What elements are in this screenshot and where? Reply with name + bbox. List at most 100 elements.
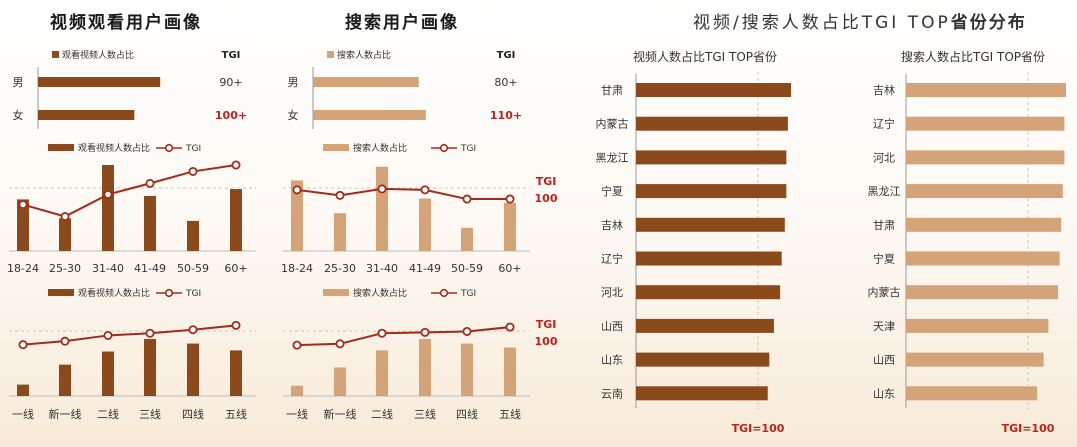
legend-label: 搜索人数占比 (337, 49, 391, 61)
category-label: 新一线 (49, 407, 82, 421)
bar (906, 83, 1066, 97)
column-bar (102, 351, 114, 396)
bar (313, 110, 426, 120)
search-portrait-title: 搜索用户画像 (345, 13, 459, 33)
category-label: 吉林 (873, 83, 895, 97)
bar (38, 110, 135, 120)
reference-label-value: 100 (535, 335, 558, 348)
category-label: 二线 (371, 407, 393, 421)
bar (636, 352, 770, 367)
bar (636, 251, 782, 266)
bar (636, 285, 781, 300)
legend-swatch (323, 289, 349, 296)
tgi-value: 110+ (490, 109, 522, 122)
legend-marker (164, 143, 174, 153)
category-label: 辽宁 (873, 117, 895, 131)
tgi-marker (292, 340, 302, 350)
column-bar (419, 198, 431, 251)
category-label: 天津 (873, 320, 895, 333)
tgi-value: 90+ (219, 76, 242, 89)
bar (636, 83, 791, 97)
video-portrait-title: 视频观看用户画像 (50, 13, 202, 33)
bar (636, 386, 768, 401)
tgi-marker (231, 160, 241, 170)
tgi-marker (462, 326, 472, 336)
province-chart-title: 搜索人数占比TGI TOP省份 (901, 49, 1045, 64)
bar (636, 217, 785, 232)
column-bar (461, 343, 473, 396)
legend-label: 观看视频人数占比 (78, 287, 150, 299)
category-label: 41-49 (134, 262, 166, 275)
legend-label: TGI (185, 144, 201, 154)
legend-label: TGI (460, 144, 476, 154)
legend-swatch (323, 144, 349, 151)
column-bar (461, 227, 473, 251)
category-label: 山东 (601, 354, 623, 367)
tgi-marker (145, 178, 155, 188)
category-label: 内蒙古 (868, 285, 901, 299)
province-title-main: 视频/搜索人数占比TGI TOP (693, 13, 951, 33)
column-bar (187, 220, 199, 251)
bar (636, 116, 788, 131)
bar (906, 386, 1038, 401)
column-bar (291, 385, 303, 396)
tgi-marker (462, 194, 472, 204)
reference-label: TGI=100 (1002, 422, 1055, 435)
column-bar (59, 218, 71, 251)
legend-marker (439, 143, 449, 153)
tgi-marker (103, 330, 113, 340)
category-label: 31-40 (366, 262, 398, 275)
category-label: 一线 (12, 407, 34, 421)
reference-label-value: 100 (535, 192, 558, 205)
column-bar (144, 339, 156, 396)
category-label: 18-24 (281, 262, 313, 275)
tgi-marker (60, 336, 70, 346)
column-bar (17, 384, 29, 396)
tgi-header: TGI (497, 50, 516, 61)
column-bar (59, 364, 71, 396)
reference-label-tgi: TGI (536, 318, 557, 331)
category-label: 三线 (139, 407, 161, 421)
bar (906, 150, 1065, 165)
category-label: 五线 (225, 407, 247, 421)
category-label: 云南 (601, 387, 623, 400)
category-label: 60+ (498, 262, 521, 275)
reference-label: TGI=100 (732, 422, 785, 435)
category-label: 31-40 (92, 262, 124, 275)
legend-label: TGI (460, 289, 476, 299)
tgi-header: TGI (222, 50, 241, 61)
category-label: 18-24 (7, 262, 39, 275)
column-bar (376, 350, 388, 396)
category-label: 女 (13, 108, 24, 122)
legend-marker (439, 288, 449, 298)
category-label: 25-30 (49, 262, 81, 275)
category-label: 60+ (224, 262, 247, 275)
province-title-bold: 省份分布 (950, 13, 1027, 33)
category-label: 50-59 (177, 262, 209, 275)
category-label: 山东 (873, 387, 895, 400)
column-bar (187, 343, 199, 396)
legend-swatch (327, 51, 334, 58)
category-label: 吉林 (601, 218, 623, 232)
tgi-marker (420, 327, 430, 337)
column-bar (334, 213, 346, 251)
tgi-marker (188, 166, 198, 176)
tgi-marker (505, 322, 515, 332)
bar (906, 318, 1049, 333)
tgi-marker (292, 185, 302, 195)
category-label: 四线 (182, 407, 204, 421)
legend-label: TGI (185, 289, 201, 299)
legend-label: 搜索人数占比 (353, 287, 407, 299)
legend-label: 观看视频人数占比 (62, 49, 134, 61)
bar (636, 318, 774, 333)
column-bar (504, 202, 516, 251)
bar (38, 77, 161, 87)
category-label: 黑龙江 (596, 151, 629, 164)
column-bar (230, 189, 242, 251)
category-label: 二线 (97, 407, 119, 421)
tgi-value: 80+ (494, 76, 517, 89)
category-label: 甘肃 (601, 84, 623, 97)
legend-label: 观看视频人数占比 (78, 142, 150, 154)
category-label: 50-59 (451, 262, 483, 275)
column-bar (291, 180, 303, 251)
